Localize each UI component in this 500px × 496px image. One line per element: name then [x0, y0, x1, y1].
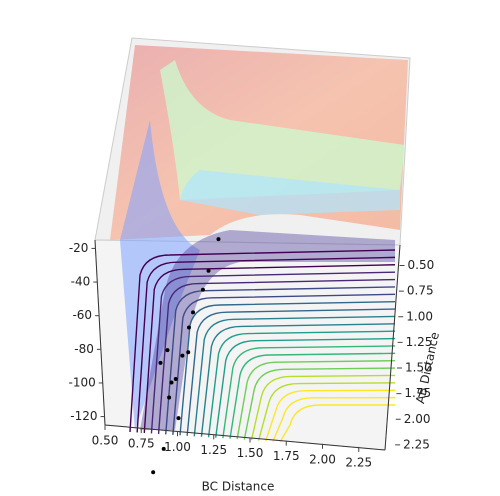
trajectory-point: [216, 237, 221, 242]
x-tick-label: 2.25: [345, 455, 372, 469]
trajectory-point: [161, 446, 166, 451]
x-tick-label: 0.75: [128, 437, 155, 451]
contour: [229, 352, 396, 439]
contour: [157, 278, 396, 434]
contour: [215, 337, 396, 438]
y-tick-label: 1.50: [405, 361, 432, 375]
x-tick-label: 2.00: [309, 452, 336, 466]
surface-band: [180, 170, 400, 215]
y-tick-label: 2.25: [403, 437, 430, 451]
trajectory-point: [169, 380, 174, 385]
z-tick-label: -40: [71, 275, 91, 289]
z-tick-label: -120: [70, 409, 97, 423]
trajectory-point: [173, 377, 178, 381]
x-tick-label: 1.25: [200, 443, 227, 457]
y-tick-label: 0.75: [407, 284, 434, 298]
contour: [165, 286, 396, 435]
contour: [265, 389, 396, 442]
z-tick-label: -80: [74, 342, 94, 356]
contours: [129, 249, 396, 443]
trajectory-point: [186, 350, 191, 355]
contour: [279, 404, 395, 443]
contour: [143, 264, 396, 434]
x-axis-label: BC Distance: [202, 480, 275, 494]
z-tick-label: -20: [69, 241, 89, 255]
contour: [136, 256, 396, 433]
z-axis: [94, 239, 106, 426]
y-axis: [384, 244, 401, 451]
contour: [179, 300, 396, 436]
contour: [272, 396, 396, 442]
x-tick-label: 1.50: [237, 446, 264, 460]
surface: [94, 37, 411, 451]
y-tick-label: 0.50: [408, 258, 435, 272]
z-tick-label: -100: [68, 375, 95, 389]
x-tick-label: 0.50: [92, 434, 119, 448]
x-tick-label: 1.75: [273, 449, 300, 463]
contour: [257, 382, 396, 441]
trajectory-point: [180, 353, 185, 358]
contour: [250, 374, 396, 441]
contour: [129, 249, 396, 433]
contour: [222, 345, 396, 439]
trajectory-point: [206, 268, 211, 273]
contour: [236, 360, 396, 440]
trajectory-point: [167, 395, 172, 400]
trajectory-point: [165, 348, 170, 353]
trajectory-point: [151, 470, 156, 475]
contour: [172, 293, 396, 435]
x-axis: [104, 424, 386, 451]
z-tick-label: -60: [72, 308, 92, 322]
y-tick-label: 1.25: [406, 335, 433, 349]
trajectory-point: [176, 416, 181, 421]
trajectory-point: [191, 310, 196, 315]
y-tick-label: 1.00: [406, 309, 433, 323]
trajectory-point: [158, 360, 163, 365]
contour: [207, 330, 396, 438]
contour: [200, 323, 396, 437]
y-tick-label: 2.00: [404, 412, 431, 426]
contour: [243, 367, 396, 440]
surface-well: [140, 230, 395, 430]
surface-band: [160, 60, 405, 200]
surface-band: [120, 120, 200, 430]
contour: [150, 271, 396, 434]
y-tick-label: 1.75: [404, 386, 431, 400]
contour: [186, 308, 396, 436]
trajectory-point: [200, 287, 205, 292]
x-tick-label: 1.00: [164, 440, 191, 454]
trajectory-point: [186, 325, 191, 330]
contour: [193, 315, 396, 437]
